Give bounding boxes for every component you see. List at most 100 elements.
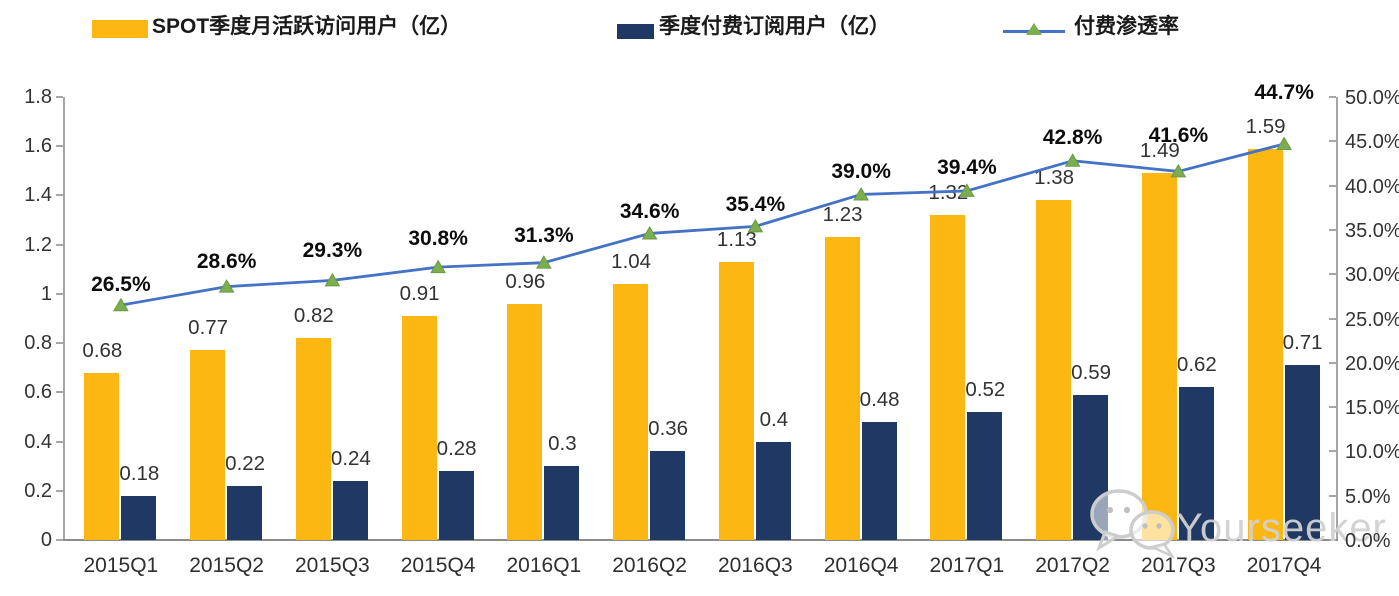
left-axis-tick-label: 0.8 bbox=[24, 332, 52, 355]
line-marker-icon bbox=[1170, 163, 1187, 178]
legend-label-subscribers: 季度付费订阅用户（亿） bbox=[659, 15, 890, 38]
left-axis-tick-label: 1 bbox=[40, 282, 52, 305]
x-axis-category-label: 2017Q3 bbox=[1141, 554, 1216, 577]
bar-subscribers bbox=[1284, 365, 1320, 540]
bar-subscribers bbox=[544, 466, 580, 540]
left-axis-tick bbox=[56, 539, 63, 541]
legend-label-penetration: 付费渗透率 bbox=[1074, 15, 1179, 38]
bar-mau bbox=[930, 215, 966, 540]
bar-value-label: 0.36 bbox=[648, 417, 689, 441]
left-axis-tick bbox=[56, 342, 63, 345]
x-axis-category-label: 2016Q4 bbox=[823, 554, 899, 577]
bar-mau bbox=[84, 372, 120, 540]
left-axis-tick bbox=[56, 391, 63, 394]
penetration-value-label: 34.6% bbox=[619, 200, 680, 224]
bar-value-label: 1.13 bbox=[716, 227, 757, 251]
right-axis-tick bbox=[1329, 96, 1336, 98]
bar-mau bbox=[718, 261, 754, 540]
right-axis-tick bbox=[1329, 273, 1336, 276]
right-axis-tick bbox=[1329, 361, 1336, 364]
line-marker-icon bbox=[641, 225, 658, 240]
bar-value-label: 0.91 bbox=[399, 282, 440, 306]
x-axis-category-label: 2017Q4 bbox=[1246, 554, 1322, 577]
left-axis-tick bbox=[56, 489, 63, 492]
bar-subscribers bbox=[650, 451, 686, 540]
right-axis-tick-label: 25.0% bbox=[1345, 308, 1399, 331]
bar-value-label: 0.59 bbox=[1071, 360, 1112, 384]
penetration-value-label: 26.5% bbox=[91, 273, 151, 297]
left-axis-tick bbox=[56, 292, 63, 295]
watermark-text: Yourseeker bbox=[1176, 506, 1387, 550]
bar-mau bbox=[613, 284, 649, 540]
right-axis-tick-label: 35.0% bbox=[1345, 219, 1399, 242]
x-axis-category-label: 2016Q1 bbox=[506, 554, 582, 577]
left-axis-tick-label: 0.2 bbox=[24, 479, 52, 502]
bar-value-label: 1.49 bbox=[1139, 139, 1180, 163]
penetration-value-label: 30.8% bbox=[408, 227, 468, 251]
line-marker-icon bbox=[959, 183, 975, 197]
line-marker-icon bbox=[536, 255, 552, 269]
left-axis-tick bbox=[56, 194, 63, 197]
penetration-value-label: 44.7% bbox=[1254, 80, 1314, 104]
bar-subscribers bbox=[1178, 387, 1214, 540]
bar-value-label: 1.59 bbox=[1245, 114, 1286, 138]
left-axis-tick-label: 0.4 bbox=[24, 430, 52, 453]
bar-mau bbox=[401, 316, 437, 540]
bar-value-label: 0.96 bbox=[505, 269, 546, 293]
bar-value-label: 0.18 bbox=[119, 461, 160, 485]
bar-mau bbox=[1247, 148, 1283, 540]
right-axis-tick-label: 5.0% bbox=[1345, 485, 1391, 508]
bar-subscribers bbox=[332, 480, 368, 540]
right-axis-tick-label: 0.0% bbox=[1345, 530, 1391, 552]
bar-mau bbox=[824, 237, 860, 540]
penetration-value-label: 29.3% bbox=[302, 239, 363, 263]
penetration-line-path bbox=[120, 142, 1285, 307]
bar-value-label: 0.52 bbox=[965, 378, 1006, 402]
line-marker-icon bbox=[324, 272, 341, 287]
bar-value-label: 0.28 bbox=[436, 437, 477, 461]
line-marker-icon bbox=[853, 186, 869, 201]
right-axis-line bbox=[1336, 97, 1338, 540]
bar-subscribers bbox=[227, 485, 263, 540]
left-axis-tick-label: 1.6 bbox=[24, 135, 52, 158]
x-axis-category-label: 2015Q1 bbox=[83, 554, 159, 577]
bar-subscribers bbox=[121, 495, 157, 540]
bar-value-label: 0.48 bbox=[859, 387, 900, 411]
line-marker-icon bbox=[430, 259, 446, 274]
line-marker-icon bbox=[1064, 153, 1081, 167]
right-axis-tick-label: 50.0% bbox=[1345, 87, 1399, 109]
bar-value-label: 0.22 bbox=[225, 451, 266, 475]
left-axis-tick bbox=[56, 96, 63, 98]
bar-subscribers bbox=[967, 412, 1003, 540]
bar-value-label: 0.4 bbox=[759, 407, 789, 431]
x-axis-category-label: 2015Q3 bbox=[295, 554, 370, 577]
x-axis-category-label: 2015Q4 bbox=[400, 554, 476, 577]
right-axis-tick bbox=[1329, 406, 1336, 409]
line-marker-icon bbox=[747, 218, 764, 233]
left-axis-tick-label: 1.8 bbox=[24, 86, 52, 108]
bar-subscribers bbox=[438, 471, 474, 540]
bar-mau bbox=[1141, 173, 1177, 540]
bottom-axis-line bbox=[63, 539, 1338, 541]
right-axis-tick-label: 30.0% bbox=[1345, 264, 1399, 287]
legend-line-marker-icon bbox=[1026, 23, 1042, 35]
bar-value-label: 0.62 bbox=[1176, 353, 1217, 377]
left-axis-tick bbox=[56, 440, 63, 443]
bar-value-label: 0.24 bbox=[330, 446, 371, 470]
bar-value-label: 0.3 bbox=[548, 432, 577, 456]
wechat-icon bbox=[1090, 489, 1176, 559]
left-axis-tick-label: 0.6 bbox=[24, 381, 52, 404]
bar-value-label: 1.04 bbox=[611, 250, 652, 274]
right-axis-tick-label: 40.0% bbox=[1345, 175, 1399, 198]
x-axis-category-label: 2016Q2 bbox=[612, 554, 687, 577]
penetration-value-label: 31.3% bbox=[514, 223, 574, 247]
penetration-value-label: 39.0% bbox=[831, 160, 891, 184]
legend-swatch-mau bbox=[92, 20, 148, 38]
left-axis-tick-label: 1.4 bbox=[24, 184, 52, 207]
x-axis-category-label: 2015Q2 bbox=[189, 554, 264, 577]
penetration-value-label: 39.4% bbox=[937, 155, 997, 179]
left-axis-tick-label: 1.2 bbox=[24, 233, 52, 256]
